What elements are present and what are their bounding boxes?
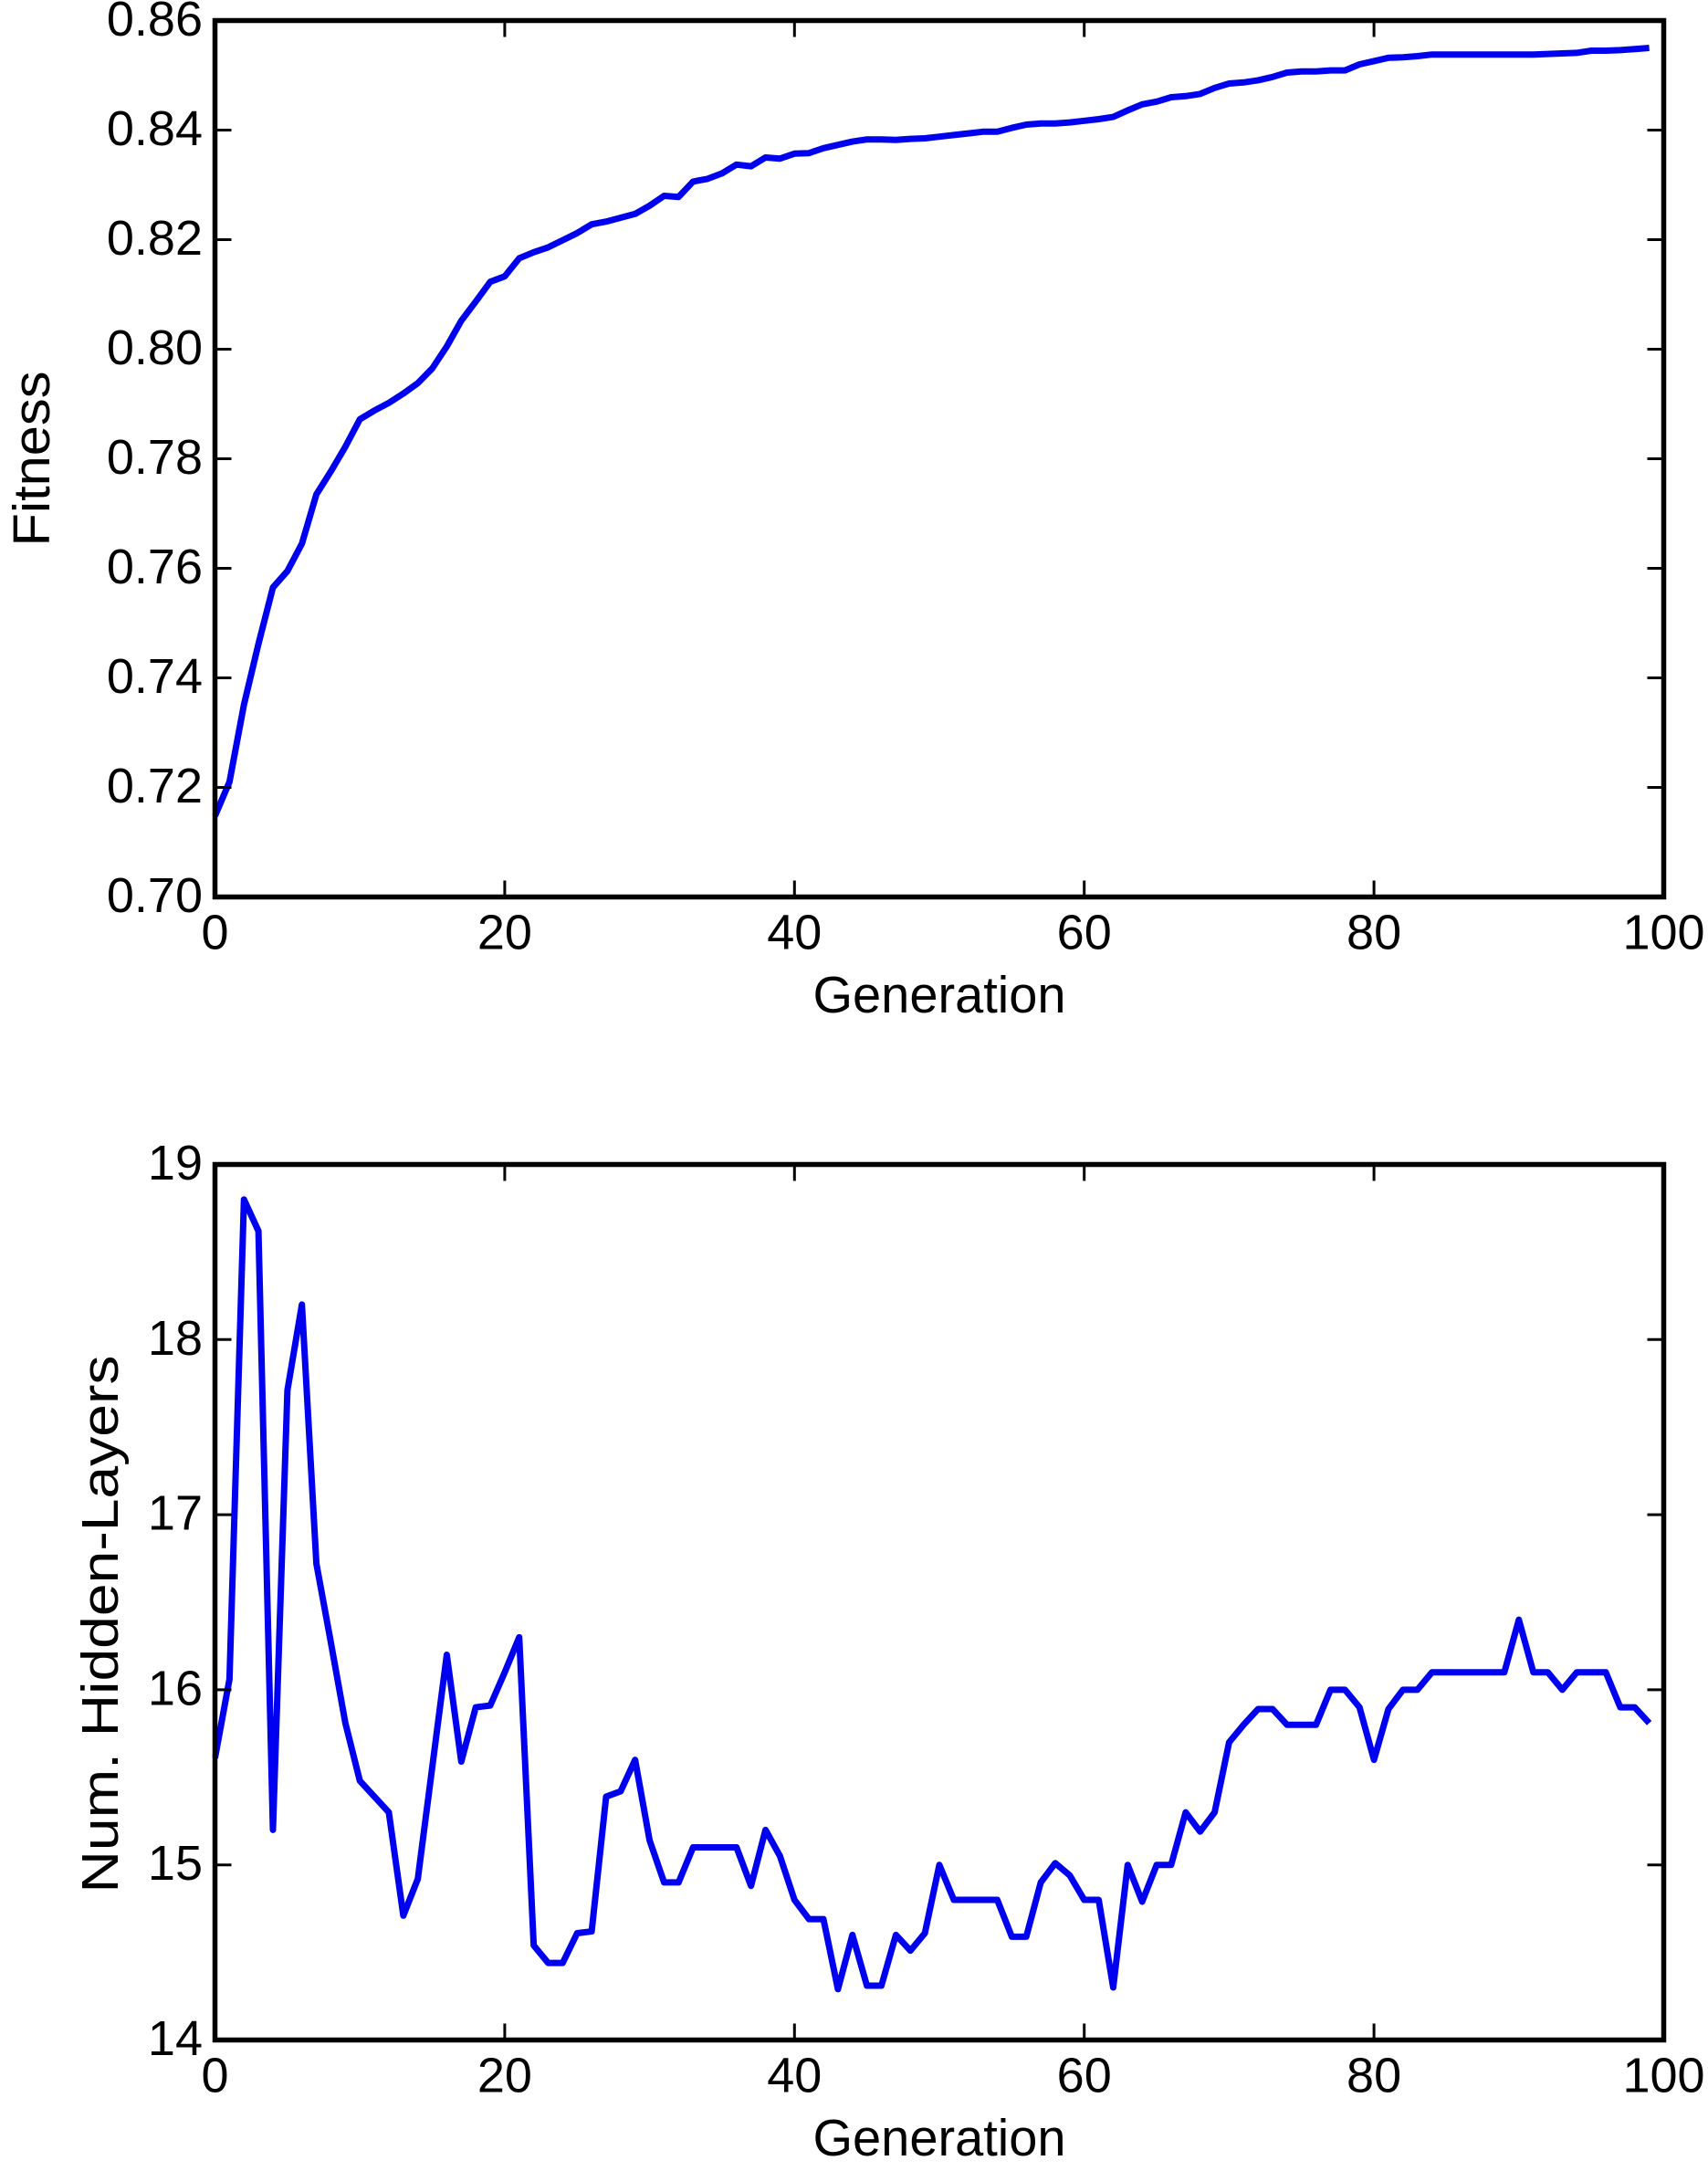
fitness-line: [212, 45, 1650, 818]
y-tick-label: 0.82: [107, 211, 203, 266]
y-axis-label-0: Fitness: [3, 372, 61, 547]
y-tick-label: 0.80: [107, 320, 203, 375]
axes-frame: [212, 17, 1667, 900]
y-tick-label: 0.70: [107, 868, 203, 923]
y-tick-label: 15: [148, 1836, 203, 1891]
y-tick-label: 16: [148, 1661, 203, 1715]
x-axis-label-1: Generation: [813, 2109, 1066, 2166]
y-tick-label: 0.72: [107, 759, 203, 813]
axes-frame: [212, 1161, 1667, 2043]
chart-panel-1: 0 20 40 60 80 100 14 15 16 17 18 19 Generation Num. H…: [71, 1136, 1705, 2167]
y-tick-label: 0.84: [107, 101, 203, 156]
x-tick-label: 0: [201, 2049, 228, 2103]
x-tick-label: 80: [1346, 906, 1401, 960]
x-tick-label: 40: [767, 906, 822, 960]
x-tick-label: 80: [1346, 2049, 1401, 2103]
y-tick-label: 0.74: [107, 649, 203, 704]
x-tick-label: 60: [1057, 2049, 1112, 2103]
y-tick-label: 0.86: [107, 0, 203, 47]
x-tick-label: 20: [477, 906, 532, 960]
x-tick-label: 60: [1057, 906, 1112, 960]
chart-panel-0: 0 20 40 60 80 100 0.70 0.72 0.74 0.76 0.78 0.80 0.82…: [3, 0, 1705, 1024]
y-tick-label: 18: [148, 1311, 203, 1366]
y-axis-label-1: Num. Hidden-Layers: [71, 1356, 130, 1893]
x-axis-label-0: Generation: [813, 966, 1066, 1024]
hidden-layers-line: [212, 1196, 1652, 1993]
x-tick-label: 20: [477, 2049, 532, 2103]
x-tick-label: 100: [1622, 906, 1704, 960]
x-tick-label: 0: [201, 906, 228, 960]
y-tick-label: 19: [148, 1136, 203, 1190]
x-tick-label: 40: [767, 2049, 822, 2103]
y-tick-label: 17: [148, 1486, 203, 1541]
y-tick-label: 0.76: [107, 540, 203, 594]
x-tick-label: 100: [1622, 2049, 1704, 2103]
y-tick-label: 0.78: [107, 430, 203, 485]
y-tick-label: 14: [148, 2011, 203, 2066]
